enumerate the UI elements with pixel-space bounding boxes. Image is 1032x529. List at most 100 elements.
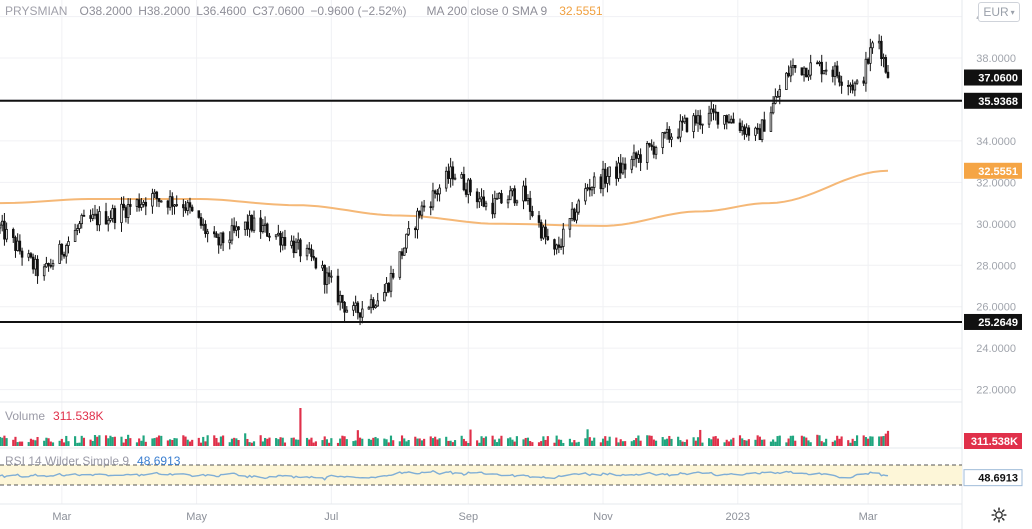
- volume-bars: [0, 408, 890, 446]
- volume-bar: [358, 437, 362, 446]
- candle: [668, 126, 671, 143]
- candle: [73, 223, 77, 242]
- candle-body: [160, 200, 163, 203]
- volume-bar: [51, 442, 55, 446]
- candle-body: [36, 258, 39, 277]
- candle: [400, 248, 404, 260]
- candle: [816, 60, 819, 65]
- candle-body: [431, 190, 435, 208]
- candle-body: [232, 225, 236, 231]
- candle-body: [405, 233, 408, 249]
- candle: [263, 216, 267, 233]
- candle-body: [816, 62, 819, 65]
- candle-body: [155, 191, 159, 199]
- volume-bar: [601, 438, 605, 446]
- settings-gear-icon[interactable]: [990, 506, 1008, 524]
- candle: [793, 64, 797, 73]
- candle-body: [151, 193, 154, 207]
- volume-bar: [710, 439, 713, 446]
- volume-bar: [12, 439, 15, 446]
- candle-body: [846, 85, 850, 87]
- volume-bar: [184, 436, 187, 446]
- candle: [864, 51, 868, 92]
- candle-body: [336, 275, 340, 303]
- volume-bar: [341, 435, 344, 446]
- candle-body: [840, 81, 843, 86]
- high-value: 38.2000: [146, 4, 191, 18]
- volume-bar: [78, 442, 81, 446]
- candle: [98, 206, 101, 232]
- volume-bar: [169, 439, 172, 446]
- time-axis[interactable]: Mar May Jul Sep Nov 2023 Mar: [52, 511, 878, 523]
- candle: [387, 282, 391, 294]
- candle: [630, 155, 634, 174]
- candle: [20, 247, 24, 266]
- candle-body: [5, 228, 8, 240]
- price-axis[interactable]: 40.000038.000036.000034.000032.000030.00…: [976, 12, 1016, 397]
- candle-body: [526, 197, 530, 202]
- candle-body: [444, 170, 448, 189]
- candle: [299, 238, 302, 263]
- volume-bar: [65, 435, 68, 446]
- candle: [283, 229, 287, 250]
- volume-bar: [763, 439, 766, 446]
- candle: [497, 192, 501, 199]
- volume-bar: [166, 440, 169, 446]
- time-tick-label: Nov: [593, 511, 613, 523]
- volume-bar: [467, 442, 470, 446]
- candle-body: [230, 225, 234, 241]
- volume-bar: [407, 440, 410, 446]
- candle-body: [553, 239, 556, 250]
- volume-bar: [67, 441, 70, 446]
- candle-body: [475, 191, 479, 203]
- candle: [268, 232, 271, 242]
- candle: [414, 226, 417, 239]
- candle: [692, 112, 695, 139]
- candle-body: [557, 244, 561, 248]
- candle: [109, 210, 112, 223]
- candle-body: [281, 237, 284, 246]
- volume-bar: [219, 436, 222, 446]
- volume-bar: [263, 437, 267, 446]
- candle: [557, 236, 561, 254]
- volume-bar: [275, 438, 278, 446]
- volume-bar: [725, 439, 728, 446]
- candle-body: [387, 282, 391, 292]
- candle-body: [34, 258, 37, 270]
- candle: [851, 79, 854, 94]
- candle-body: [374, 305, 377, 309]
- volume-bar: [882, 436, 885, 446]
- volume-bar: [259, 435, 262, 446]
- candle: [237, 226, 240, 239]
- currency-selector[interactable]: EUR ▾: [978, 2, 1020, 22]
- volume-bar: [867, 438, 870, 446]
- candle-body: [438, 187, 441, 195]
- candle: [16, 233, 19, 252]
- volume-bar: [608, 436, 611, 446]
- horizontal-levels[interactable]: [0, 99, 962, 323]
- volume-bar: [354, 440, 357, 446]
- volume-bar: [878, 436, 881, 446]
- candle: [663, 131, 667, 139]
- candle-body: [727, 121, 731, 124]
- candle: [714, 104, 717, 121]
- candle-body: [235, 226, 238, 231]
- candle-body: [809, 62, 812, 76]
- candle-body: [608, 166, 611, 177]
- candle: [120, 196, 123, 232]
- price-tick-label: 22.0000: [976, 385, 1016, 397]
- volume-bar: [818, 435, 821, 446]
- candle: [232, 217, 236, 234]
- candle-body: [681, 120, 684, 123]
- candle-body: [436, 193, 439, 195]
- candle: [47, 262, 50, 272]
- volume-bar: [747, 439, 750, 446]
- volume-bar: [639, 440, 642, 446]
- volume-bar: [588, 437, 591, 446]
- volume-bar: [45, 437, 48, 446]
- candle-body: [791, 64, 795, 68]
- candle: [568, 218, 572, 238]
- candle-body: [679, 120, 682, 138]
- candle-body: [248, 215, 251, 230]
